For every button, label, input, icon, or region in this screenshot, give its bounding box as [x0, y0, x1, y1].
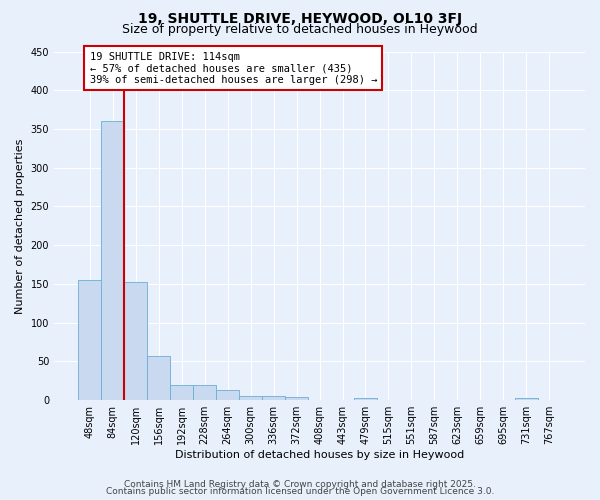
- Bar: [170, 384, 193, 400]
- Bar: [101, 121, 124, 400]
- Bar: [216, 390, 239, 400]
- Bar: [515, 398, 538, 400]
- Text: Contains public sector information licensed under the Open Government Licence 3.: Contains public sector information licen…: [106, 487, 494, 496]
- Bar: [78, 280, 101, 400]
- Bar: [147, 356, 170, 400]
- Bar: [124, 282, 147, 400]
- Text: 19, SHUTTLE DRIVE, HEYWOOD, OL10 3FJ: 19, SHUTTLE DRIVE, HEYWOOD, OL10 3FJ: [138, 12, 462, 26]
- Bar: [262, 396, 285, 400]
- Bar: [285, 397, 308, 400]
- Bar: [193, 384, 216, 400]
- Text: Size of property relative to detached houses in Heywood: Size of property relative to detached ho…: [122, 22, 478, 36]
- Text: 19 SHUTTLE DRIVE: 114sqm
← 57% of detached houses are smaller (435)
39% of semi-: 19 SHUTTLE DRIVE: 114sqm ← 57% of detach…: [89, 52, 377, 84]
- Bar: [354, 398, 377, 400]
- X-axis label: Distribution of detached houses by size in Heywood: Distribution of detached houses by size …: [175, 450, 464, 460]
- Bar: [239, 396, 262, 400]
- Text: Contains HM Land Registry data © Crown copyright and database right 2025.: Contains HM Land Registry data © Crown c…: [124, 480, 476, 489]
- Y-axis label: Number of detached properties: Number of detached properties: [15, 138, 25, 314]
